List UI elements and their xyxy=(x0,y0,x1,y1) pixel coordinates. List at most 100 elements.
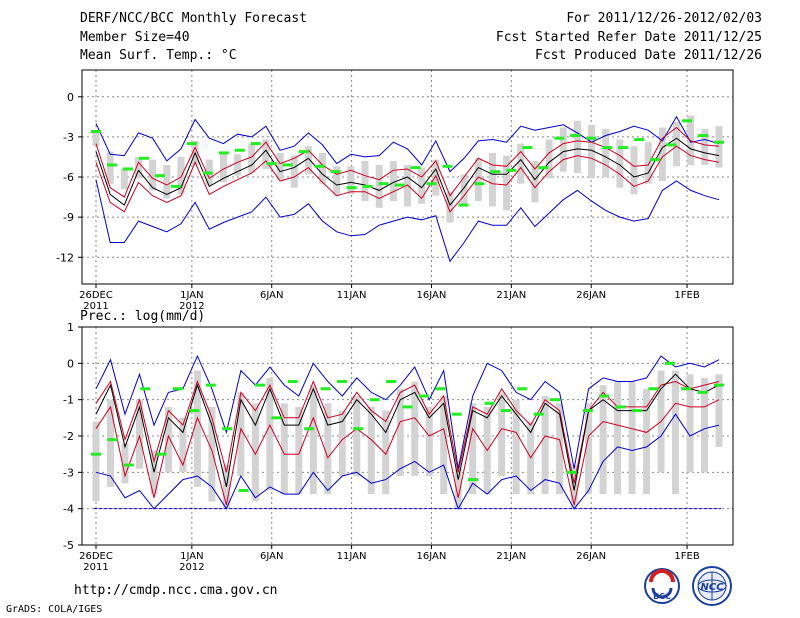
observed-marker xyxy=(714,140,724,144)
y-tick-label: -5 xyxy=(63,539,74,552)
ensemble-box xyxy=(531,160,539,203)
ensemble-box xyxy=(512,399,520,495)
observed-marker xyxy=(353,427,364,431)
x-tick-label: 1FEB xyxy=(674,290,699,301)
observed-marker xyxy=(202,171,213,175)
observed-marker xyxy=(632,409,643,413)
x-tick-label: 2012 xyxy=(179,562,204,573)
y-tick-label: -6 xyxy=(63,171,74,184)
observed-marker xyxy=(189,409,200,413)
ensemble-box xyxy=(304,146,312,175)
observed-marker xyxy=(330,170,341,174)
observed-marker xyxy=(254,383,265,387)
ensemble-box xyxy=(585,403,593,495)
x-tick-label: 26DEC xyxy=(79,290,113,301)
ensemble-box xyxy=(248,143,256,173)
x-tick-label: 2012 xyxy=(179,301,204,312)
ensemble-box xyxy=(545,139,553,179)
x-tick-label: 26DEC xyxy=(79,551,113,562)
ensemble-box xyxy=(134,156,142,179)
ensemble-box xyxy=(208,406,216,502)
ensemble-box xyxy=(643,388,651,495)
observed-marker xyxy=(554,136,565,140)
x-tick-label: 26JAN xyxy=(576,290,606,301)
ensemble-box xyxy=(367,406,375,495)
observed-marker xyxy=(682,119,693,123)
x-tick-label: 26JAN xyxy=(576,551,606,562)
ensemble-box xyxy=(701,128,709,165)
x-tick-label: 11JAN xyxy=(337,551,367,562)
x-tick-label: 11JAN xyxy=(337,290,367,301)
x-tick-label: 16JAN xyxy=(417,290,447,301)
observed-marker xyxy=(458,203,469,207)
series-spread_high xyxy=(95,380,720,484)
ensemble-box xyxy=(389,160,397,202)
ensemble-box xyxy=(121,443,129,484)
series-spread_low xyxy=(95,399,720,506)
ensemble-box xyxy=(446,191,454,223)
series-min xyxy=(95,413,720,510)
observed-marker xyxy=(664,361,675,365)
observed-marker xyxy=(410,166,421,170)
observed-marker xyxy=(271,416,282,420)
forecast-produced-label: Fcst Produced Date 2011/12/26 xyxy=(535,48,762,63)
observed-marker xyxy=(468,478,479,482)
ensemble-box xyxy=(375,164,383,208)
ensemble-box xyxy=(644,142,652,184)
observed-marker xyxy=(170,184,181,188)
ensemble-box xyxy=(280,403,288,495)
observed-marker xyxy=(91,452,101,456)
ensemble-box xyxy=(353,396,361,476)
x-tick-label: 1JAN xyxy=(180,551,203,562)
ensemble-box xyxy=(573,120,581,173)
ensemble-box xyxy=(237,392,245,476)
observed-marker xyxy=(238,489,249,492)
observed-marker xyxy=(266,162,277,166)
member-size-label: Member Size=40 xyxy=(80,30,190,45)
ensemble-box xyxy=(541,396,549,495)
ensemble-box xyxy=(701,377,709,473)
observed-marker xyxy=(298,150,309,154)
observed-marker xyxy=(336,380,347,383)
ensemble-box xyxy=(672,370,680,495)
x-tick-label: 2011 xyxy=(83,301,108,312)
series-spread_low xyxy=(95,145,720,213)
ensemble-box xyxy=(396,388,404,476)
ensemble-box xyxy=(106,151,114,184)
observed-marker xyxy=(362,184,373,188)
observed-marker xyxy=(320,387,331,391)
observed-marker xyxy=(582,409,593,413)
observed-marker xyxy=(138,156,149,160)
observed-marker xyxy=(123,463,134,467)
observed-marker xyxy=(106,163,117,167)
observed-marker xyxy=(394,183,405,187)
observed-marker xyxy=(586,136,597,140)
observed-marker xyxy=(304,427,315,431)
ensemble-box xyxy=(347,166,355,195)
ensemble-box xyxy=(135,399,143,469)
observed-marker xyxy=(648,387,659,391)
ncc-logo-text: NCC xyxy=(700,582,724,593)
ensemble-box xyxy=(460,174,468,207)
observed-marker xyxy=(634,138,645,142)
variable-label: Mean Surf. Temp.: °C xyxy=(80,48,237,63)
ensemble-box xyxy=(686,374,694,473)
observed-marker xyxy=(435,387,446,391)
observed-marker xyxy=(186,142,197,146)
observed-marker xyxy=(402,405,413,409)
ensemble-box xyxy=(266,377,274,491)
ensemble-box xyxy=(673,122,681,167)
observed-marker xyxy=(426,182,437,186)
ensemble-box xyxy=(454,468,462,509)
observed-marker xyxy=(218,151,229,155)
observed-marker xyxy=(282,163,293,167)
ensemble-box xyxy=(92,132,100,147)
ensemble-box xyxy=(404,164,411,207)
forecast-period-label: For 2011/12/26-2012/02/03 xyxy=(566,11,762,26)
observed-marker xyxy=(517,387,528,391)
ensemble-box xyxy=(588,124,596,179)
observed-marker xyxy=(250,142,261,146)
ensemble-box xyxy=(276,152,284,180)
observed-marker xyxy=(154,174,165,178)
